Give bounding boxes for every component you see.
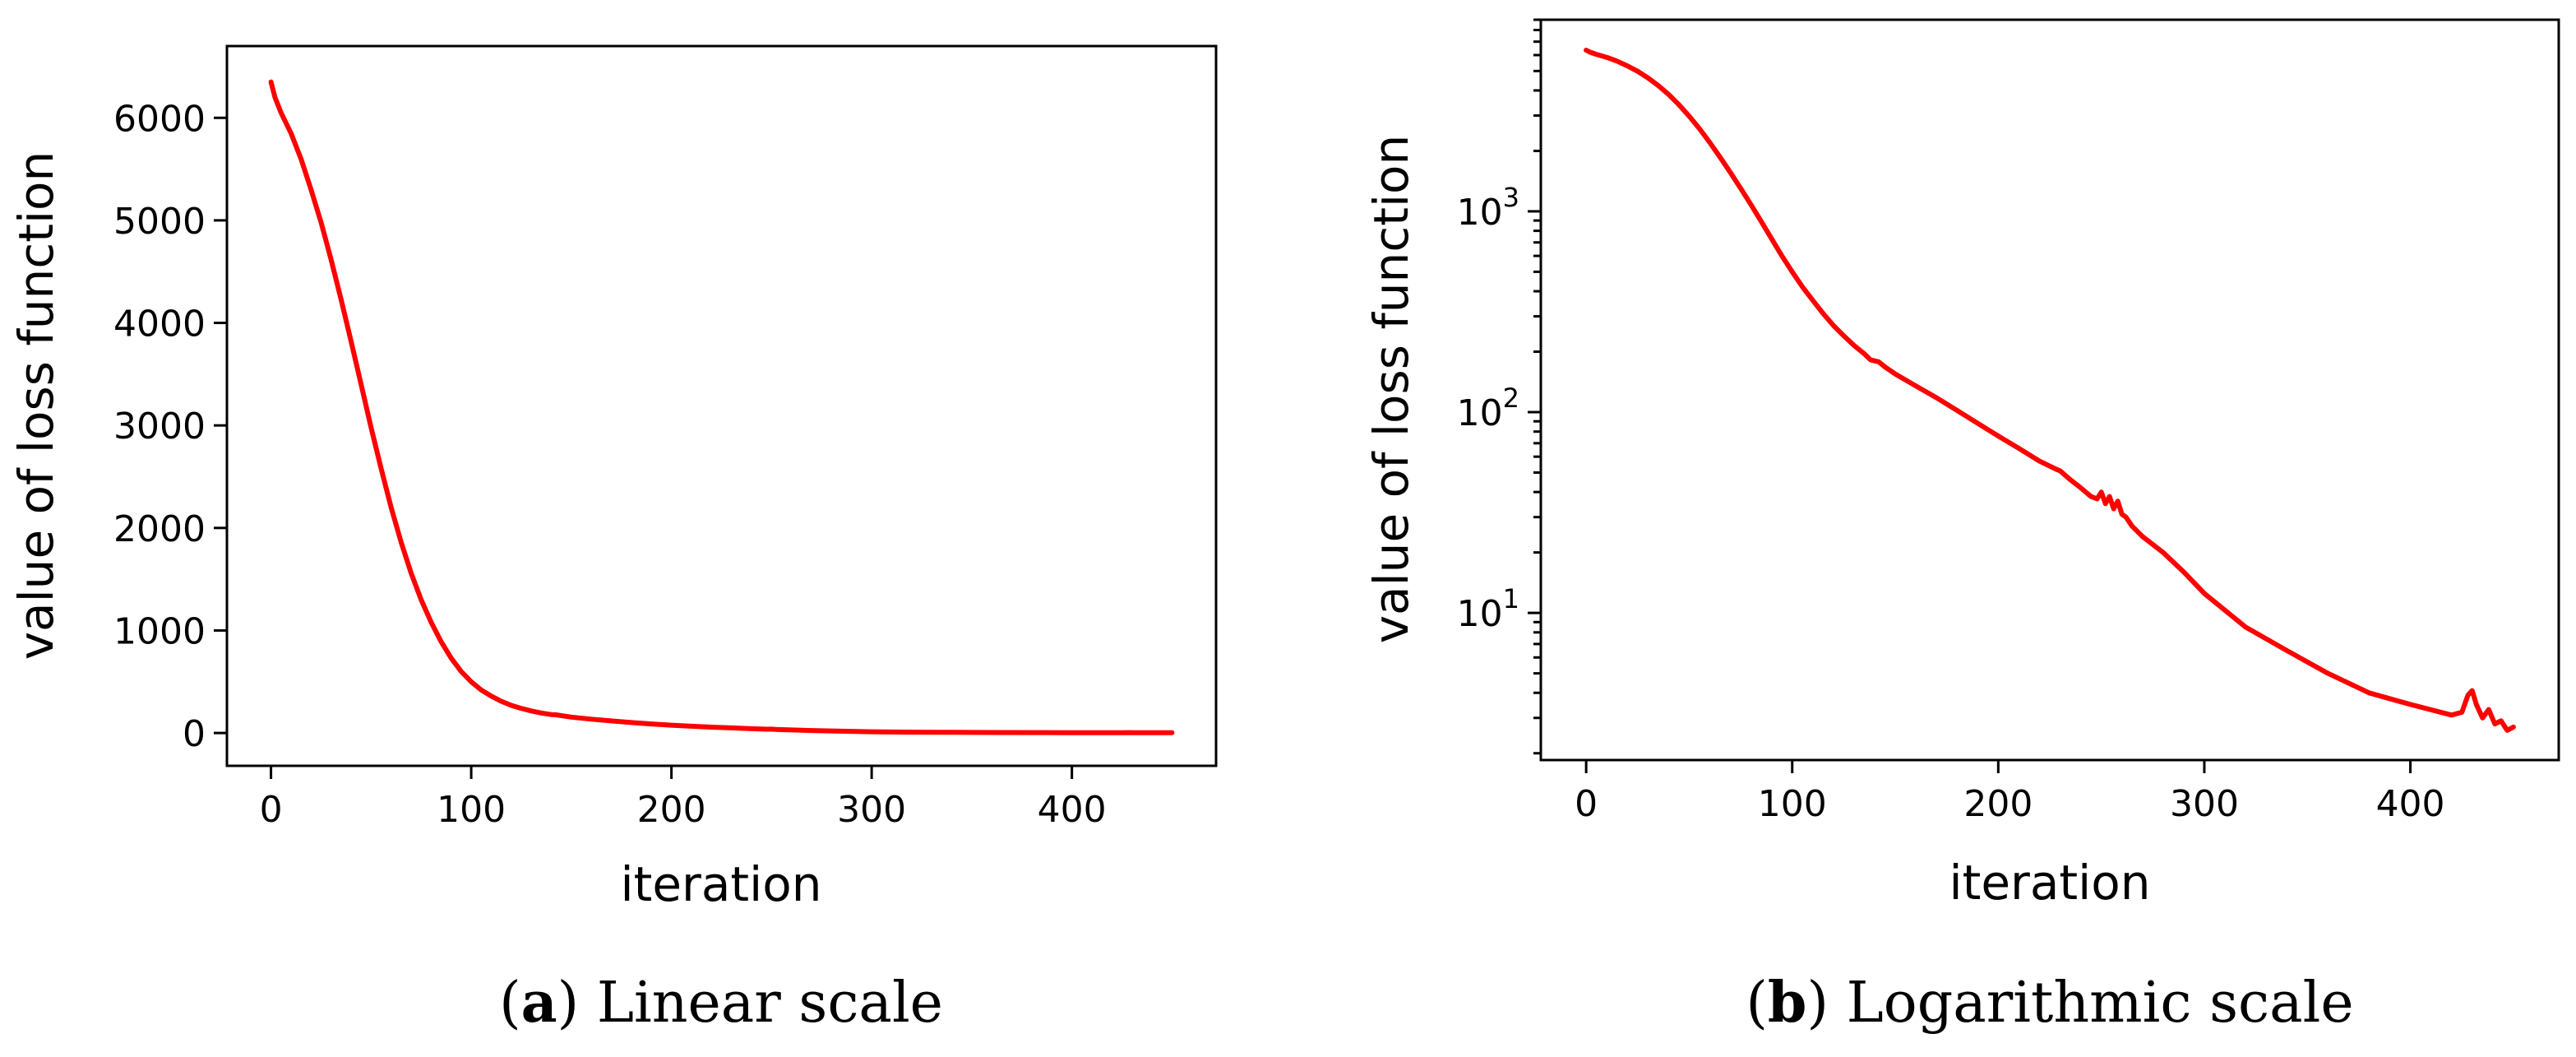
- panel-a-x-tick-label: 0: [260, 789, 283, 831]
- panel-a-x-tick-label: 400: [1038, 789, 1107, 831]
- panel-a-caption-tag: a: [521, 970, 557, 1036]
- panel-b-y-tick-label: 103: [1457, 182, 1519, 234]
- panel-b-caption-tag: b: [1768, 970, 1807, 1036]
- panel-a-x-axis-title: iteration: [620, 856, 821, 912]
- panel-a-caption: (a) Linear scale: [499, 970, 943, 1036]
- panel-b-caption-text: Logarithmic scale: [1847, 971, 2354, 1036]
- panel-a-y-tick-label: 1000: [113, 610, 206, 652]
- panel-b-x-tick-label: 200: [1963, 783, 2033, 825]
- panel-b-x-tick-label: 0: [1575, 783, 1598, 825]
- panel-a-loss-line: [268, 79, 1175, 735]
- panel-a-plot-frame: [225, 44, 1218, 767]
- panel-a-x-tick-label: 200: [637, 789, 706, 831]
- panel-a: 0 100 200 300 400 0100020003000400050006000 …: [8, 44, 1218, 1036]
- panel-a-y-tick-label: 3000: [113, 406, 206, 447]
- panel-b-x-axis-title: iteration: [1949, 855, 2150, 911]
- panel-a-x-tick-label: 100: [437, 789, 506, 831]
- panel-b-plot-frame: [1539, 18, 2560, 762]
- panel-a-y-tick-label: 5000: [113, 201, 206, 243]
- panel-a-x-tick-label: 300: [837, 789, 906, 831]
- panel-a-y-axis-title: value of loss function: [8, 151, 64, 661]
- panel-a-y-tick-label: 4000: [113, 304, 206, 345]
- panel-b-loss-line: [1584, 48, 2516, 733]
- panel-b-x-tick-label: 400: [2376, 783, 2445, 825]
- panel-a-caption-text: Linear scale: [597, 971, 943, 1036]
- panel-b: 0 100 200 300 400 101 102 103 iteration value …: [1363, 18, 2560, 1036]
- panel-a-y-tick-label: 0: [183, 713, 206, 755]
- panel-b-y-tick-label: 102: [1457, 382, 1519, 434]
- panel-b-x-tick-label: 300: [2170, 783, 2239, 825]
- panel-b-x-tick-label: 100: [1758, 783, 1827, 825]
- panel-a-y-tick-label: 6000: [113, 98, 206, 140]
- panel-b-caption: (b) Logarithmic scale: [1746, 970, 2353, 1036]
- panel-b-y-axis-title: value of loss function: [1363, 135, 1419, 644]
- panel-b-y-tick-label: 101: [1457, 583, 1519, 635]
- panel-a-y-tick-label: 2000: [113, 508, 206, 550]
